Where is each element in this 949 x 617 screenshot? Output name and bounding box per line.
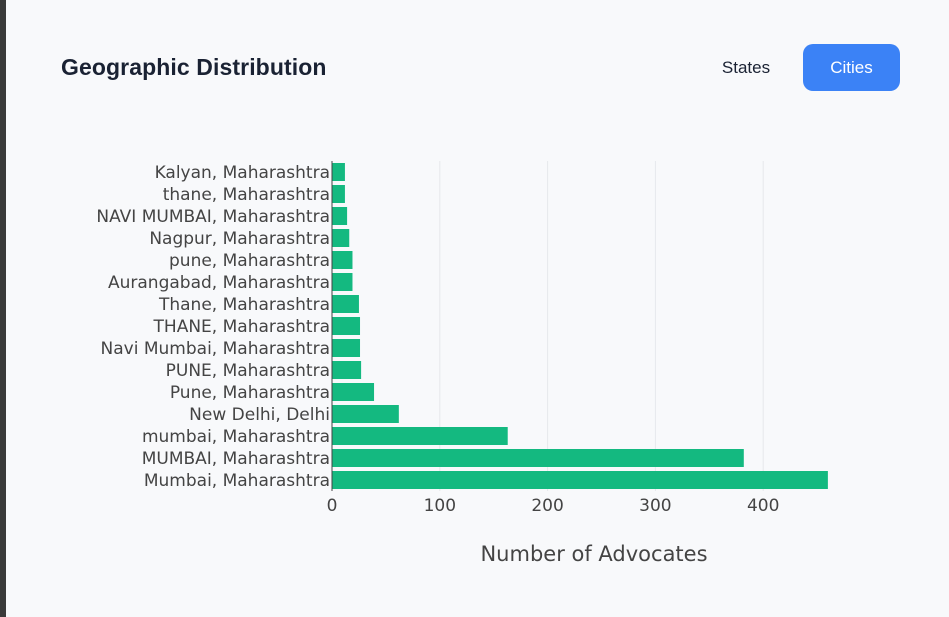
bar[interactable]: [332, 207, 348, 225]
bar[interactable]: [332, 251, 353, 269]
bar[interactable]: [332, 229, 350, 247]
x-tick-labels: 0 100 200 300 400: [327, 496, 780, 516]
category-label: MUMBAI, Maharashtra: [142, 449, 330, 469]
x-tick-label: 100: [424, 496, 456, 516]
category-label: NAVI MUMBAI, Maharashtra: [96, 207, 330, 227]
bar[interactable]: [332, 163, 345, 181]
window-edge: [0, 0, 6, 617]
category-label: pune, Maharashtra: [169, 251, 330, 271]
category-label: PUNE, Maharashtra: [166, 361, 330, 381]
bar[interactable]: [332, 427, 508, 445]
geographic-distribution-card: Geographic Distribution States Cities: [6, 0, 949, 617]
category-label: Aurangabad, Maharashtra: [108, 273, 330, 293]
x-tick-label: 200: [531, 496, 563, 516]
category-label: THANE, Maharashtra: [153, 317, 330, 337]
bar[interactable]: [332, 361, 362, 379]
category-label: Kalyan, Maharashtra: [155, 163, 330, 183]
category-label: Navi Mumbai, Maharashtra: [101, 339, 330, 359]
page-title: Geographic Distribution: [61, 54, 327, 80]
category-label: Pune, Maharashtra: [170, 383, 330, 403]
bar[interactable]: [332, 185, 345, 203]
bar[interactable]: [332, 383, 375, 401]
bars: [332, 163, 828, 489]
category-label: Mumbai, Maharashtra: [144, 471, 330, 491]
x-tick-label: 0: [327, 496, 338, 516]
states-toggle-button[interactable]: States: [698, 44, 794, 91]
category-label: mumbai, Maharashtra: [142, 427, 330, 447]
bar[interactable]: [332, 273, 353, 291]
category-label: New Delhi, Delhi: [189, 405, 330, 425]
x-tick-label: 400: [747, 496, 779, 516]
category-label: Nagpur, Maharashtra: [149, 229, 330, 249]
category-label: thane, Maharashtra: [163, 185, 330, 205]
bar[interactable]: [332, 339, 361, 357]
bar[interactable]: [332, 317, 361, 335]
cities-toggle-button[interactable]: Cities: [803, 44, 900, 91]
bar[interactable]: [332, 405, 399, 423]
bar[interactable]: [332, 295, 359, 313]
bar[interactable]: [332, 471, 828, 489]
x-axis-title: Number of Advocates: [480, 542, 707, 566]
category-label: Thane, Maharashtra: [158, 295, 330, 315]
bar[interactable]: [332, 449, 744, 467]
x-tick-label: 300: [639, 496, 671, 516]
